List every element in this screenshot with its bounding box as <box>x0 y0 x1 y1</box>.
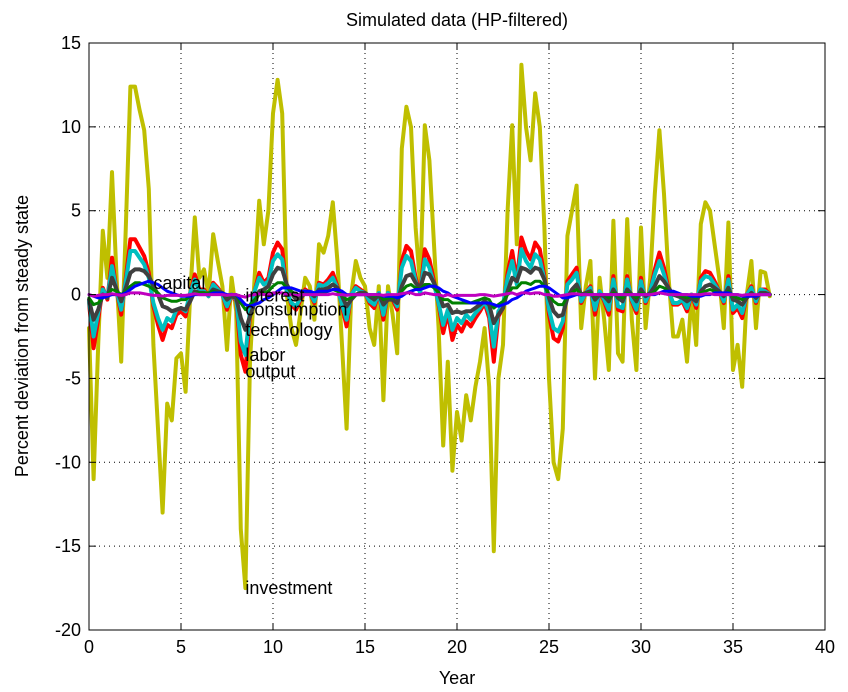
y-axis-label: Percent deviation from steady state <box>12 195 32 477</box>
y-tick-label: -10 <box>55 452 81 472</box>
x-tick-label: 20 <box>447 637 467 657</box>
annotation-consumption: consumption <box>245 300 347 320</box>
series-group <box>87 62 772 591</box>
x-tick-label: 40 <box>815 637 835 657</box>
x-tick-label: 10 <box>263 637 283 657</box>
x-tick-label: 5 <box>176 637 186 657</box>
y-tick-label: 5 <box>71 201 81 221</box>
annotation-interest: interest <box>245 285 304 305</box>
x-axis-label: Year <box>439 668 475 688</box>
series-line-interest <box>87 291 772 299</box>
annotation-investment: investment <box>245 578 332 598</box>
series-line-investment <box>87 62 772 591</box>
y-tick-label: 15 <box>61 33 81 53</box>
x-tick-label: 25 <box>539 637 559 657</box>
x-tick-label: 15 <box>355 637 375 657</box>
y-tick-label: 0 <box>71 285 81 305</box>
annotation-labor: labor <box>245 345 285 365</box>
annotation-capital: capital <box>153 273 205 293</box>
plot-frame <box>88 42 826 631</box>
x-tick-label: 30 <box>631 637 651 657</box>
x-tick-label: 0 <box>84 637 94 657</box>
y-tick-label: 10 <box>61 117 81 137</box>
annotation-technology: technology <box>245 320 332 340</box>
grid <box>89 43 825 630</box>
y-tick-label: -20 <box>55 620 81 640</box>
series-line-consumption <box>87 279 772 312</box>
x-tick-label: 35 <box>723 637 743 657</box>
axis-ticks: 0 5 10 15 20 25 30 35 40 -20 -15 -10 -5 0 5 10 15 <box>55 33 835 657</box>
annotation-output: output <box>245 362 295 382</box>
y-tick-label: -5 <box>65 368 81 388</box>
y-tick-label: -15 <box>55 536 81 556</box>
chart-title: Simulated data (HP-filtered) <box>346 10 568 30</box>
